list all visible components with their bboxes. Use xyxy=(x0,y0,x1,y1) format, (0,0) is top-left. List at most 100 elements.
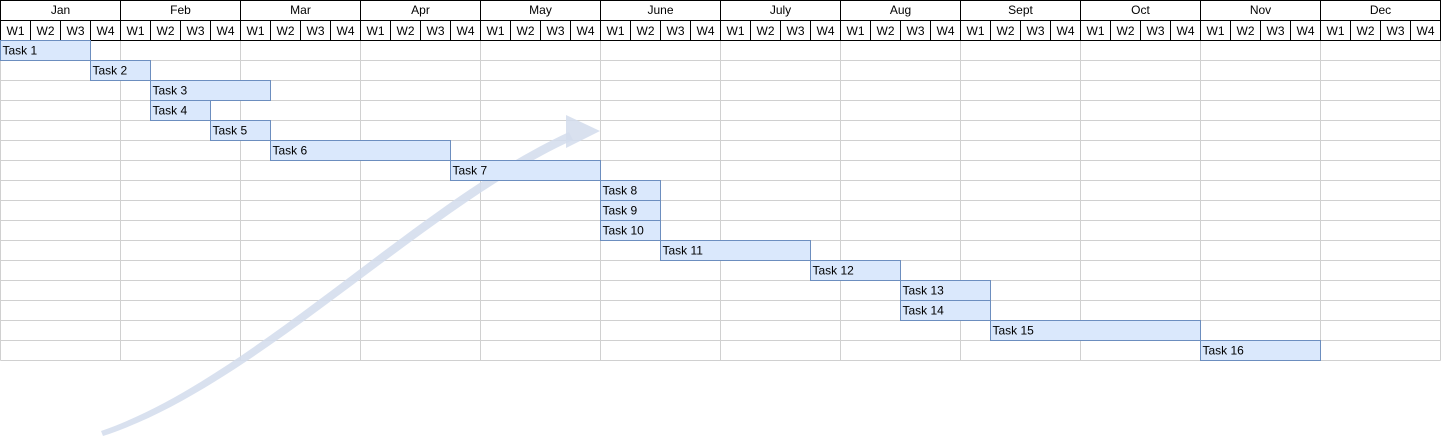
task-bar[interactable]: Task 2 xyxy=(90,60,151,81)
task-label: Task 15 xyxy=(993,324,1035,338)
week-label: W1 xyxy=(367,24,385,38)
week-label: W1 xyxy=(1207,24,1225,38)
task-label: Task 6 xyxy=(273,144,308,158)
week-label: W4 xyxy=(937,24,955,38)
task-bar-rect[interactable] xyxy=(990,320,1201,341)
task-bar-rect[interactable] xyxy=(1200,340,1321,361)
week-label: W2 xyxy=(637,24,655,38)
week-label: W3 xyxy=(787,24,805,38)
week-label: W2 xyxy=(1117,24,1135,38)
week-label: W3 xyxy=(1267,24,1285,38)
week-label: W1 xyxy=(487,24,505,38)
week-label: W4 xyxy=(697,24,715,38)
week-label: W4 xyxy=(1057,24,1075,38)
week-label: W3 xyxy=(667,24,685,38)
task-label: Task 2 xyxy=(93,64,128,78)
task-bar[interactable]: Task 8 xyxy=(600,180,661,201)
week-label: W1 xyxy=(847,24,865,38)
task-label: Task 8 xyxy=(603,184,638,198)
task-bar[interactable]: Task 11 xyxy=(660,240,811,261)
week-label: W4 xyxy=(97,24,115,38)
week-label: W2 xyxy=(1237,24,1255,38)
week-label: W3 xyxy=(67,24,85,38)
task-bar[interactable]: Task 4 xyxy=(150,100,211,121)
week-label: W3 xyxy=(187,24,205,38)
progress-arrow xyxy=(101,115,600,436)
task-bar[interactable]: Task 10 xyxy=(600,220,661,241)
week-label: W3 xyxy=(1027,24,1045,38)
week-label: W1 xyxy=(1327,24,1345,38)
task-bar[interactable]: Task 14 xyxy=(900,300,991,321)
task-bar-rect[interactable] xyxy=(450,160,601,181)
task-label: Task 1 xyxy=(3,44,38,58)
task-bar[interactable]: Task 12 xyxy=(810,260,901,281)
week-label: W1 xyxy=(7,24,25,38)
task-bar-rect[interactable] xyxy=(150,100,211,121)
week-label: W3 xyxy=(427,24,445,38)
month-label: Feb xyxy=(170,3,191,17)
task-bar-rect[interactable] xyxy=(810,260,901,281)
progress-arrow-head xyxy=(566,115,600,148)
week-label: W2 xyxy=(757,24,775,38)
week-label: W2 xyxy=(877,24,895,38)
week-label: W1 xyxy=(1087,24,1105,38)
month-label: Mar xyxy=(290,3,311,17)
task-label: Task 9 xyxy=(603,204,638,218)
week-label: W4 xyxy=(1297,24,1315,38)
month-label: July xyxy=(770,3,791,17)
task-label: Task 13 xyxy=(903,284,945,298)
week-label: W2 xyxy=(997,24,1015,38)
task-label: Task 14 xyxy=(903,304,945,318)
task-label: Task 12 xyxy=(813,264,855,278)
task-bar[interactable]: Task 6 xyxy=(270,140,451,161)
task-bar-rect[interactable] xyxy=(210,120,271,141)
week-label: W4 xyxy=(1177,24,1195,38)
task-label: Task 10 xyxy=(603,224,645,238)
task-label: Task 4 xyxy=(153,104,188,118)
week-label: W3 xyxy=(1147,24,1165,38)
week-label: W4 xyxy=(217,24,235,38)
week-label: W1 xyxy=(127,24,145,38)
week-label: W2 xyxy=(517,24,535,38)
week-label: W3 xyxy=(1387,24,1405,38)
task-bar[interactable]: Task 1 xyxy=(0,40,91,61)
month-label: May xyxy=(529,3,552,17)
month-label: Apr xyxy=(411,3,430,17)
task-bar[interactable]: Task 16 xyxy=(1200,340,1321,361)
task-bar[interactable]: Task 7 xyxy=(450,160,601,181)
task-label: Task 7 xyxy=(453,164,488,178)
task-bar-rect[interactable] xyxy=(90,60,151,81)
task-bar-rect[interactable] xyxy=(0,40,91,61)
month-label: Oct xyxy=(1131,3,1150,17)
month-label: Nov xyxy=(1250,3,1271,17)
week-label: W3 xyxy=(547,24,565,38)
week-label: W3 xyxy=(307,24,325,38)
week-label: W2 xyxy=(277,24,295,38)
week-label: W2 xyxy=(1357,24,1375,38)
month-label: Jan xyxy=(51,3,70,17)
week-label: W3 xyxy=(907,24,925,38)
task-bar-rect[interactable] xyxy=(270,140,451,161)
week-label: W4 xyxy=(1417,24,1435,38)
week-label: W4 xyxy=(577,24,595,38)
week-label: W4 xyxy=(337,24,355,38)
task-bar[interactable]: Task 5 xyxy=(210,120,271,141)
task-label: Task 16 xyxy=(1203,344,1245,358)
timeline-header: Jan W1 W2 W3 W4 Feb W1 W2 W3 W4 Mar W1 W2 W3 W4 Apr W1 W2… xyxy=(0,0,1441,41)
task-bar[interactable]: Task 3 xyxy=(150,80,271,101)
task-bar[interactable]: Task 13 xyxy=(900,280,991,301)
week-label: W2 xyxy=(37,24,55,38)
task-label: Task 3 xyxy=(153,84,188,98)
month-label: Dec xyxy=(1370,3,1391,17)
week-label: W1 xyxy=(607,24,625,38)
task-bar-rect[interactable] xyxy=(600,220,661,241)
week-label: W1 xyxy=(727,24,745,38)
month-label: Sept xyxy=(1008,3,1033,17)
task-bar-rect[interactable] xyxy=(660,240,811,261)
task-bar[interactable]: Task 15 xyxy=(990,320,1201,341)
task-bars: Task 1 Task 2 Task 3 Task 4 Task 5 Task 6 Task… xyxy=(0,40,1321,361)
task-bar-rect[interactable] xyxy=(900,300,991,321)
task-bar[interactable]: Task 9 xyxy=(600,200,661,221)
task-label: Task 5 xyxy=(213,124,248,138)
